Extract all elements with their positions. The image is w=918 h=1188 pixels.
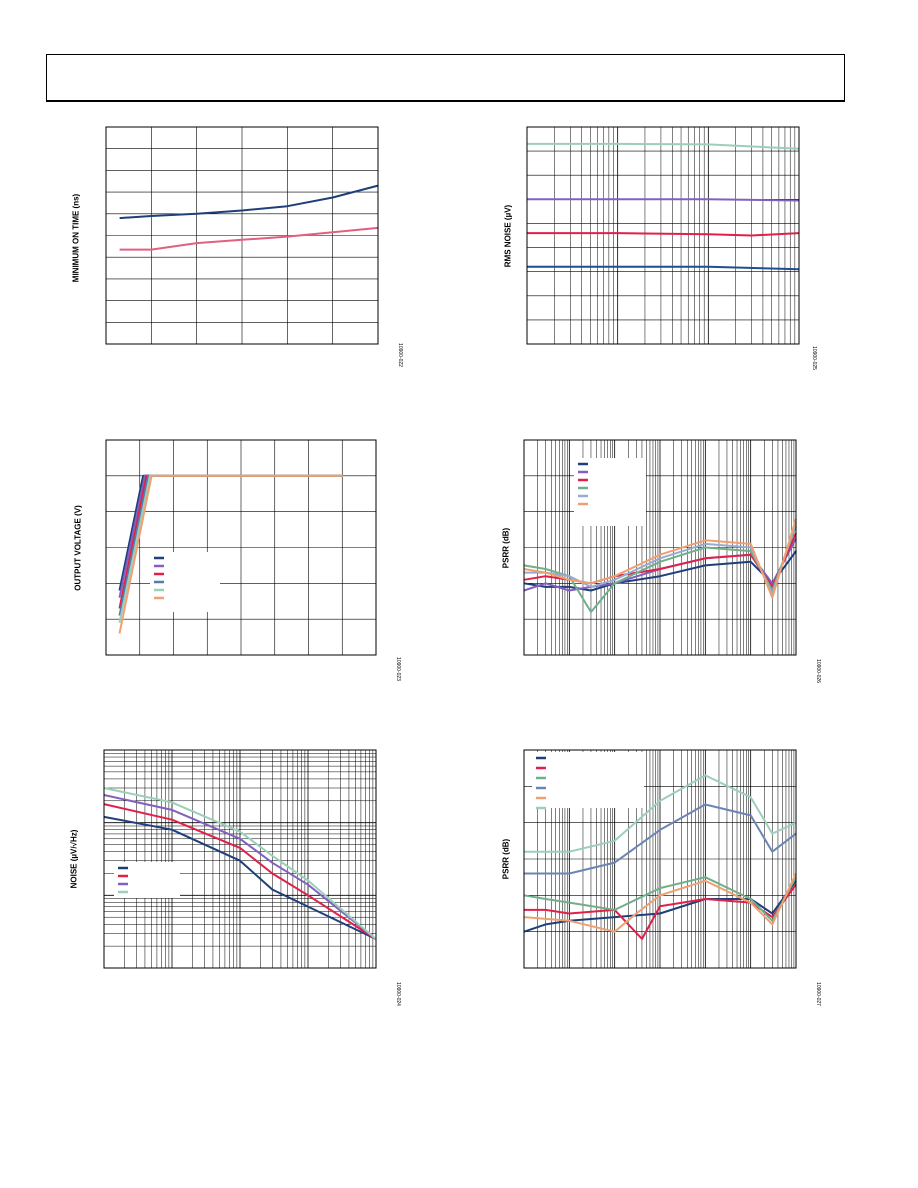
- chart-ylabel: PSRR (dB): [501, 527, 511, 569]
- output-voltage-chart: [105, 439, 377, 656]
- figure-id: 10900-025: [811, 346, 817, 370]
- series-line-2: [523, 876, 797, 922]
- plot-frame: [523, 439, 797, 656]
- figure-id: 10900-022: [397, 343, 403, 367]
- grid: [106, 127, 378, 344]
- grid: [523, 440, 796, 655]
- grid: [106, 440, 376, 655]
- psrr-chart-1: [523, 439, 797, 656]
- plot-frame: [105, 126, 379, 345]
- series-line-1: [527, 198, 800, 202]
- chart-ylabel: MINIMUM ON TIME (ns): [71, 193, 81, 283]
- figure-id: 10900-023: [395, 657, 401, 681]
- chart-ylabel: PSRR (dB): [501, 838, 511, 880]
- plot-frame: [523, 749, 797, 969]
- legend: [150, 552, 220, 612]
- plot-frame: [105, 439, 377, 656]
- psrr-chart-2: [523, 749, 797, 969]
- legend-box: [532, 752, 644, 808]
- min-on-time-chart: [105, 126, 379, 345]
- series-line-2: [527, 232, 800, 237]
- series-line-4: [523, 873, 797, 933]
- series-line-3: [524, 803, 797, 875]
- series-line-3: [527, 265, 800, 271]
- legend-box: [574, 458, 646, 526]
- grid: [103, 750, 376, 969]
- series-line-0: [103, 815, 377, 941]
- plot-frame: [526, 126, 800, 345]
- legend: [574, 458, 646, 526]
- legend: [114, 862, 180, 898]
- series-line-5: [118, 474, 343, 634]
- legend: [532, 752, 644, 810]
- plot-frame: [103, 749, 377, 969]
- series-line-5: [523, 518, 797, 599]
- page-header-box: [46, 54, 845, 102]
- series-line-0: [523, 880, 797, 933]
- series-line-3: [103, 787, 377, 940]
- chart-ylabel: NOISE (µV/√Hz): [69, 829, 79, 889]
- chart-ylabel: RMS NOISE (µV): [503, 204, 513, 268]
- series-line-0: [119, 184, 379, 220]
- series-line-0: [527, 142, 800, 150]
- rms-noise-chart: [526, 126, 800, 345]
- figure-id: 10900-024: [395, 982, 401, 1006]
- figure-id: 10900-027: [815, 982, 821, 1006]
- figure-id: 10900-026: [815, 659, 821, 683]
- chart-ylabel: OUTPUT VOLTAGE (V): [73, 505, 83, 591]
- noise-density-chart: [103, 749, 377, 969]
- series-line-2: [103, 794, 377, 940]
- series-line-1: [103, 803, 377, 940]
- series-line-1: [119, 226, 379, 251]
- series-line-5: [524, 774, 797, 853]
